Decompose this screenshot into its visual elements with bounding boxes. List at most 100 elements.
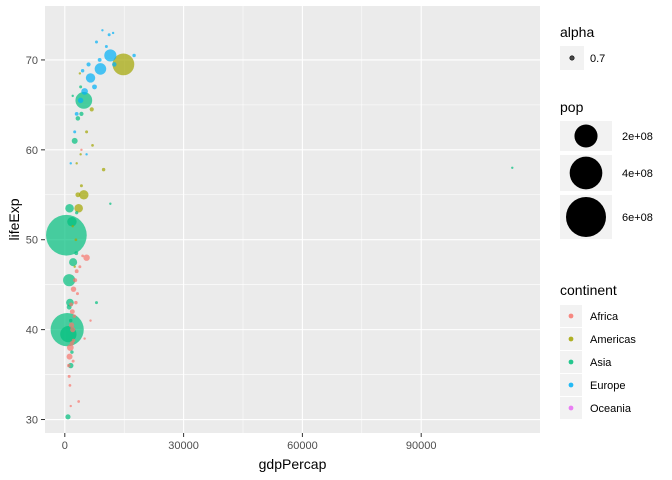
data-point [101,167,106,172]
data-point [97,58,102,62]
data-point [69,258,78,267]
data-point [67,363,71,368]
data-point [77,97,84,104]
data-point [69,318,73,323]
alpha-legend-symbol [569,55,575,61]
data-point [69,404,72,408]
data-point [68,383,72,387]
data-point [69,162,72,165]
data-point [72,314,77,318]
data-point [79,111,84,116]
data-point [72,278,78,283]
y-tick-label: 30 [26,415,38,427]
data-point [94,40,98,44]
data-point [80,148,83,152]
data-points [46,29,514,420]
continent-legend-label: Americas [590,334,636,346]
data-point [79,184,83,188]
data-point [86,62,91,67]
data-point [79,190,89,200]
data-point [85,130,89,134]
data-point [71,94,74,98]
data-point [67,344,74,351]
x-tick-label: 0 [62,440,68,452]
data-point [74,300,78,305]
axes: 0 30000 60000 90000 30 40 50 60 70 [26,55,437,452]
data-point [71,338,76,343]
pop-legend-label: 4e+08 [622,168,653,180]
pop-legend-label: 6e+08 [622,212,653,224]
y-tick-label: 70 [26,55,38,67]
y-tick-label: 40 [26,325,38,337]
data-point [91,143,94,147]
data-point [69,309,75,315]
data-point [104,49,117,62]
data-point [70,350,74,354]
data-point [73,130,77,134]
pop-legend-title: pop [560,99,584,115]
data-point [89,107,94,112]
data-point [75,211,79,215]
data-point [75,192,81,198]
data-point [132,53,136,58]
x-tick-label: 60000 [287,440,318,452]
y-axis-title: lifeExp [6,198,22,240]
data-point [112,62,117,67]
data-point [104,44,108,48]
x-tick-label: 30000 [168,440,199,452]
continent-legend-label: Africa [590,311,619,323]
data-point [74,203,83,213]
data-point [71,225,74,228]
x-tick-label: 90000 [406,440,437,452]
data-point [101,29,104,32]
data-point [81,254,84,258]
data-point [79,85,83,89]
data-point [75,292,79,296]
data-point [77,400,81,403]
alpha-legend-label: 0.7 [590,53,605,65]
data-point [81,88,88,95]
data-point [111,31,115,35]
data-point [74,251,79,256]
data-point [70,286,77,292]
data-point [74,111,79,116]
data-point [75,92,93,109]
data-point [73,265,76,268]
data-point [89,319,92,322]
data-point [74,269,79,274]
data-point [71,359,75,363]
data-point [63,274,76,287]
continent-legend-symbol [568,359,574,365]
pop-legend-symbol [574,124,598,148]
data-point [68,322,75,328]
data-point [83,254,90,261]
data-point [85,153,88,156]
data-point [69,340,75,346]
pop-legend-symbol [566,197,606,237]
data-point [85,73,96,83]
alpha-legend-title: alpha [560,24,594,40]
data-point [107,33,111,37]
legends: alpha 0.7 pop 2e+08 4e+08 6e+08 continent Afric… [560,24,653,419]
data-point [69,302,74,307]
y-tick-label: 60 [26,145,38,157]
data-point [65,203,74,213]
data-point [94,63,107,75]
data-point [75,116,81,121]
continent-legend-symbol [568,336,574,342]
data-point [75,162,78,165]
data-point [67,217,77,227]
data-point [80,69,85,73]
data-point [79,153,82,156]
data-point [46,214,87,256]
data-point [74,238,78,242]
data-point [70,327,76,333]
continent-legend-title: continent [560,282,617,298]
data-point [78,72,82,75]
pop-legend-label: 2e+08 [622,131,653,143]
x-axis-title: gdpPercap [259,456,327,472]
continent-legend-symbol [568,405,574,411]
data-point [67,374,71,378]
pop-legend-symbol [569,156,603,190]
